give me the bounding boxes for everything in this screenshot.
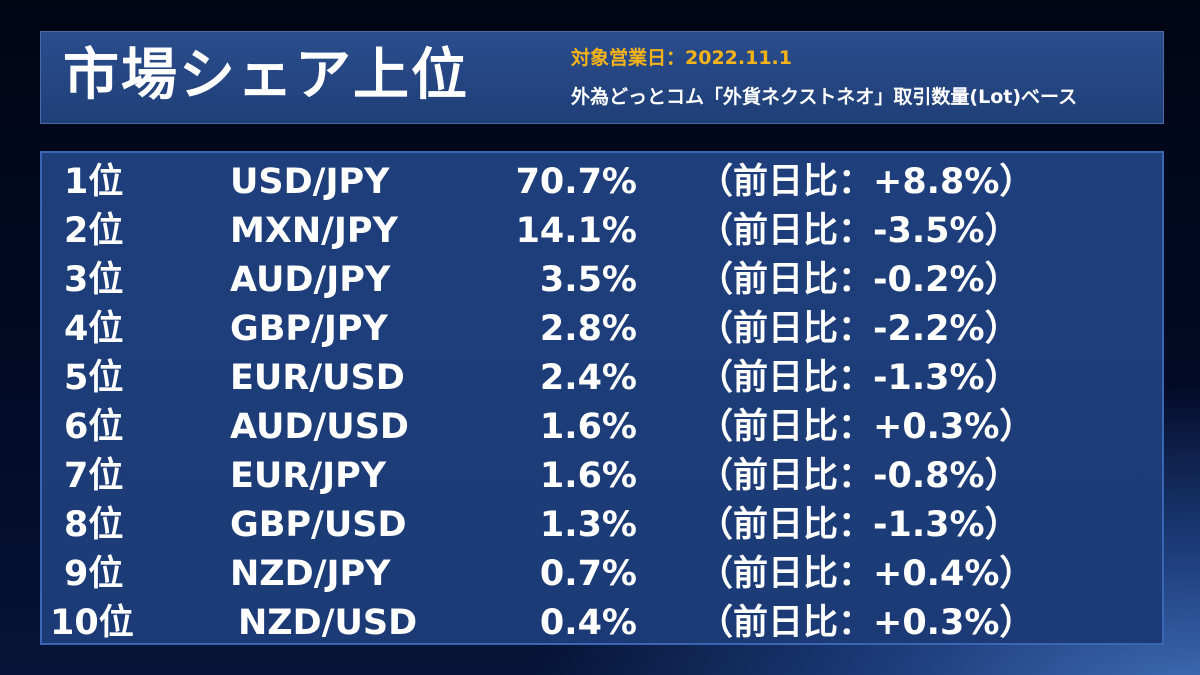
rank-cell: 3位 (64, 260, 124, 300)
currency-pair-cell: GBP/USD (230, 505, 407, 545)
rank-cell: 8位 (64, 505, 124, 545)
table-row: 7位 EUR/JPY 1.6% （前日比：-0.8%） (42, 452, 1162, 501)
basis-note: 外為どっとコム「外貨ネクストネオ」取引数量(Lot)ベース (571, 86, 1078, 108)
table-row: 5位 EUR/USD 2.4% （前日比：-1.3%） (42, 354, 1162, 403)
currency-pair-cell: EUR/JPY (230, 456, 387, 496)
share-cell: 2.4% (539, 358, 637, 398)
rank-cell: 5位 (64, 358, 124, 398)
rank-cell: 10位 (50, 603, 134, 643)
change-cell: （前日比：+0.3%） (698, 407, 1035, 447)
currency-pair-cell: GBP/JPY (230, 309, 388, 349)
table-row: 8位 GBP/USD 1.3% （前日比：-1.3%） (42, 501, 1162, 550)
rank-cell: 2位 (64, 211, 124, 251)
market-share-table: 1位 USD/JPY 70.7% （前日比：+8.8%） 2位 MXN/JPY … (40, 151, 1164, 645)
currency-pair-cell: MXN/JPY (230, 211, 398, 251)
rank-cell: 4位 (64, 309, 124, 349)
share-cell: 3.5% (539, 260, 637, 300)
business-date: 対象営業日：2022.11.1 (571, 47, 792, 69)
change-cell: （前日比：+0.4%） (698, 554, 1035, 594)
table-row: 2位 MXN/JPY 14.1% （前日比：-3.5%） (42, 207, 1162, 256)
change-cell: （前日比：-3.5%） (698, 211, 1020, 251)
share-cell: 0.4% (539, 603, 637, 643)
change-cell: （前日比：-0.2%） (698, 260, 1020, 300)
share-cell: 2.8% (539, 309, 637, 349)
change-cell: （前日比：-0.8%） (698, 456, 1020, 496)
rank-cell: 1位 (64, 162, 124, 202)
currency-pair-cell: EUR/USD (230, 358, 405, 398)
header-panel: 市場シェア上位 対象営業日：2022.11.1 外為どっとコム「外貨ネクストネオ… (40, 31, 1164, 124)
share-cell: 1.6% (539, 407, 637, 447)
page-title: 市場シェア上位 (63, 43, 469, 108)
share-cell: 0.7% (539, 554, 637, 594)
currency-pair-cell: USD/JPY (230, 162, 390, 202)
rank-cell: 6位 (64, 407, 124, 447)
rank-cell: 7位 (64, 456, 124, 496)
share-cell: 70.7% (515, 162, 637, 202)
table-row: 1位 USD/JPY 70.7% （前日比：+8.8%） (42, 158, 1162, 207)
share-cell: 1.6% (539, 456, 637, 496)
change-cell: （前日比：-1.3%） (698, 505, 1020, 545)
change-cell: （前日比：-1.3%） (698, 358, 1020, 398)
change-cell: （前日比：+0.3%） (698, 603, 1035, 643)
share-cell: 1.3% (539, 505, 637, 545)
currency-pair-cell: AUD/JPY (230, 260, 391, 300)
currency-pair-cell: NZD/USD (238, 603, 418, 643)
currency-pair-cell: AUD/USD (230, 407, 409, 447)
change-cell: （前日比：-2.2%） (698, 309, 1020, 349)
table-row: 9位 NZD/JPY 0.7% （前日比：+0.4%） (42, 550, 1162, 599)
currency-pair-cell: NZD/JPY (230, 554, 391, 594)
share-cell: 14.1% (515, 211, 637, 251)
table-row: 6位 AUD/USD 1.6% （前日比：+0.3%） (42, 403, 1162, 452)
table-row: 10位 NZD/USD 0.4% （前日比：+0.3%） (42, 599, 1162, 648)
change-cell: （前日比：+8.8%） (698, 162, 1035, 202)
table-row: 4位 GBP/JPY 2.8% （前日比：-2.2%） (42, 305, 1162, 354)
table-row: 3位 AUD/JPY 3.5% （前日比：-0.2%） (42, 256, 1162, 305)
rank-cell: 9位 (64, 554, 124, 594)
